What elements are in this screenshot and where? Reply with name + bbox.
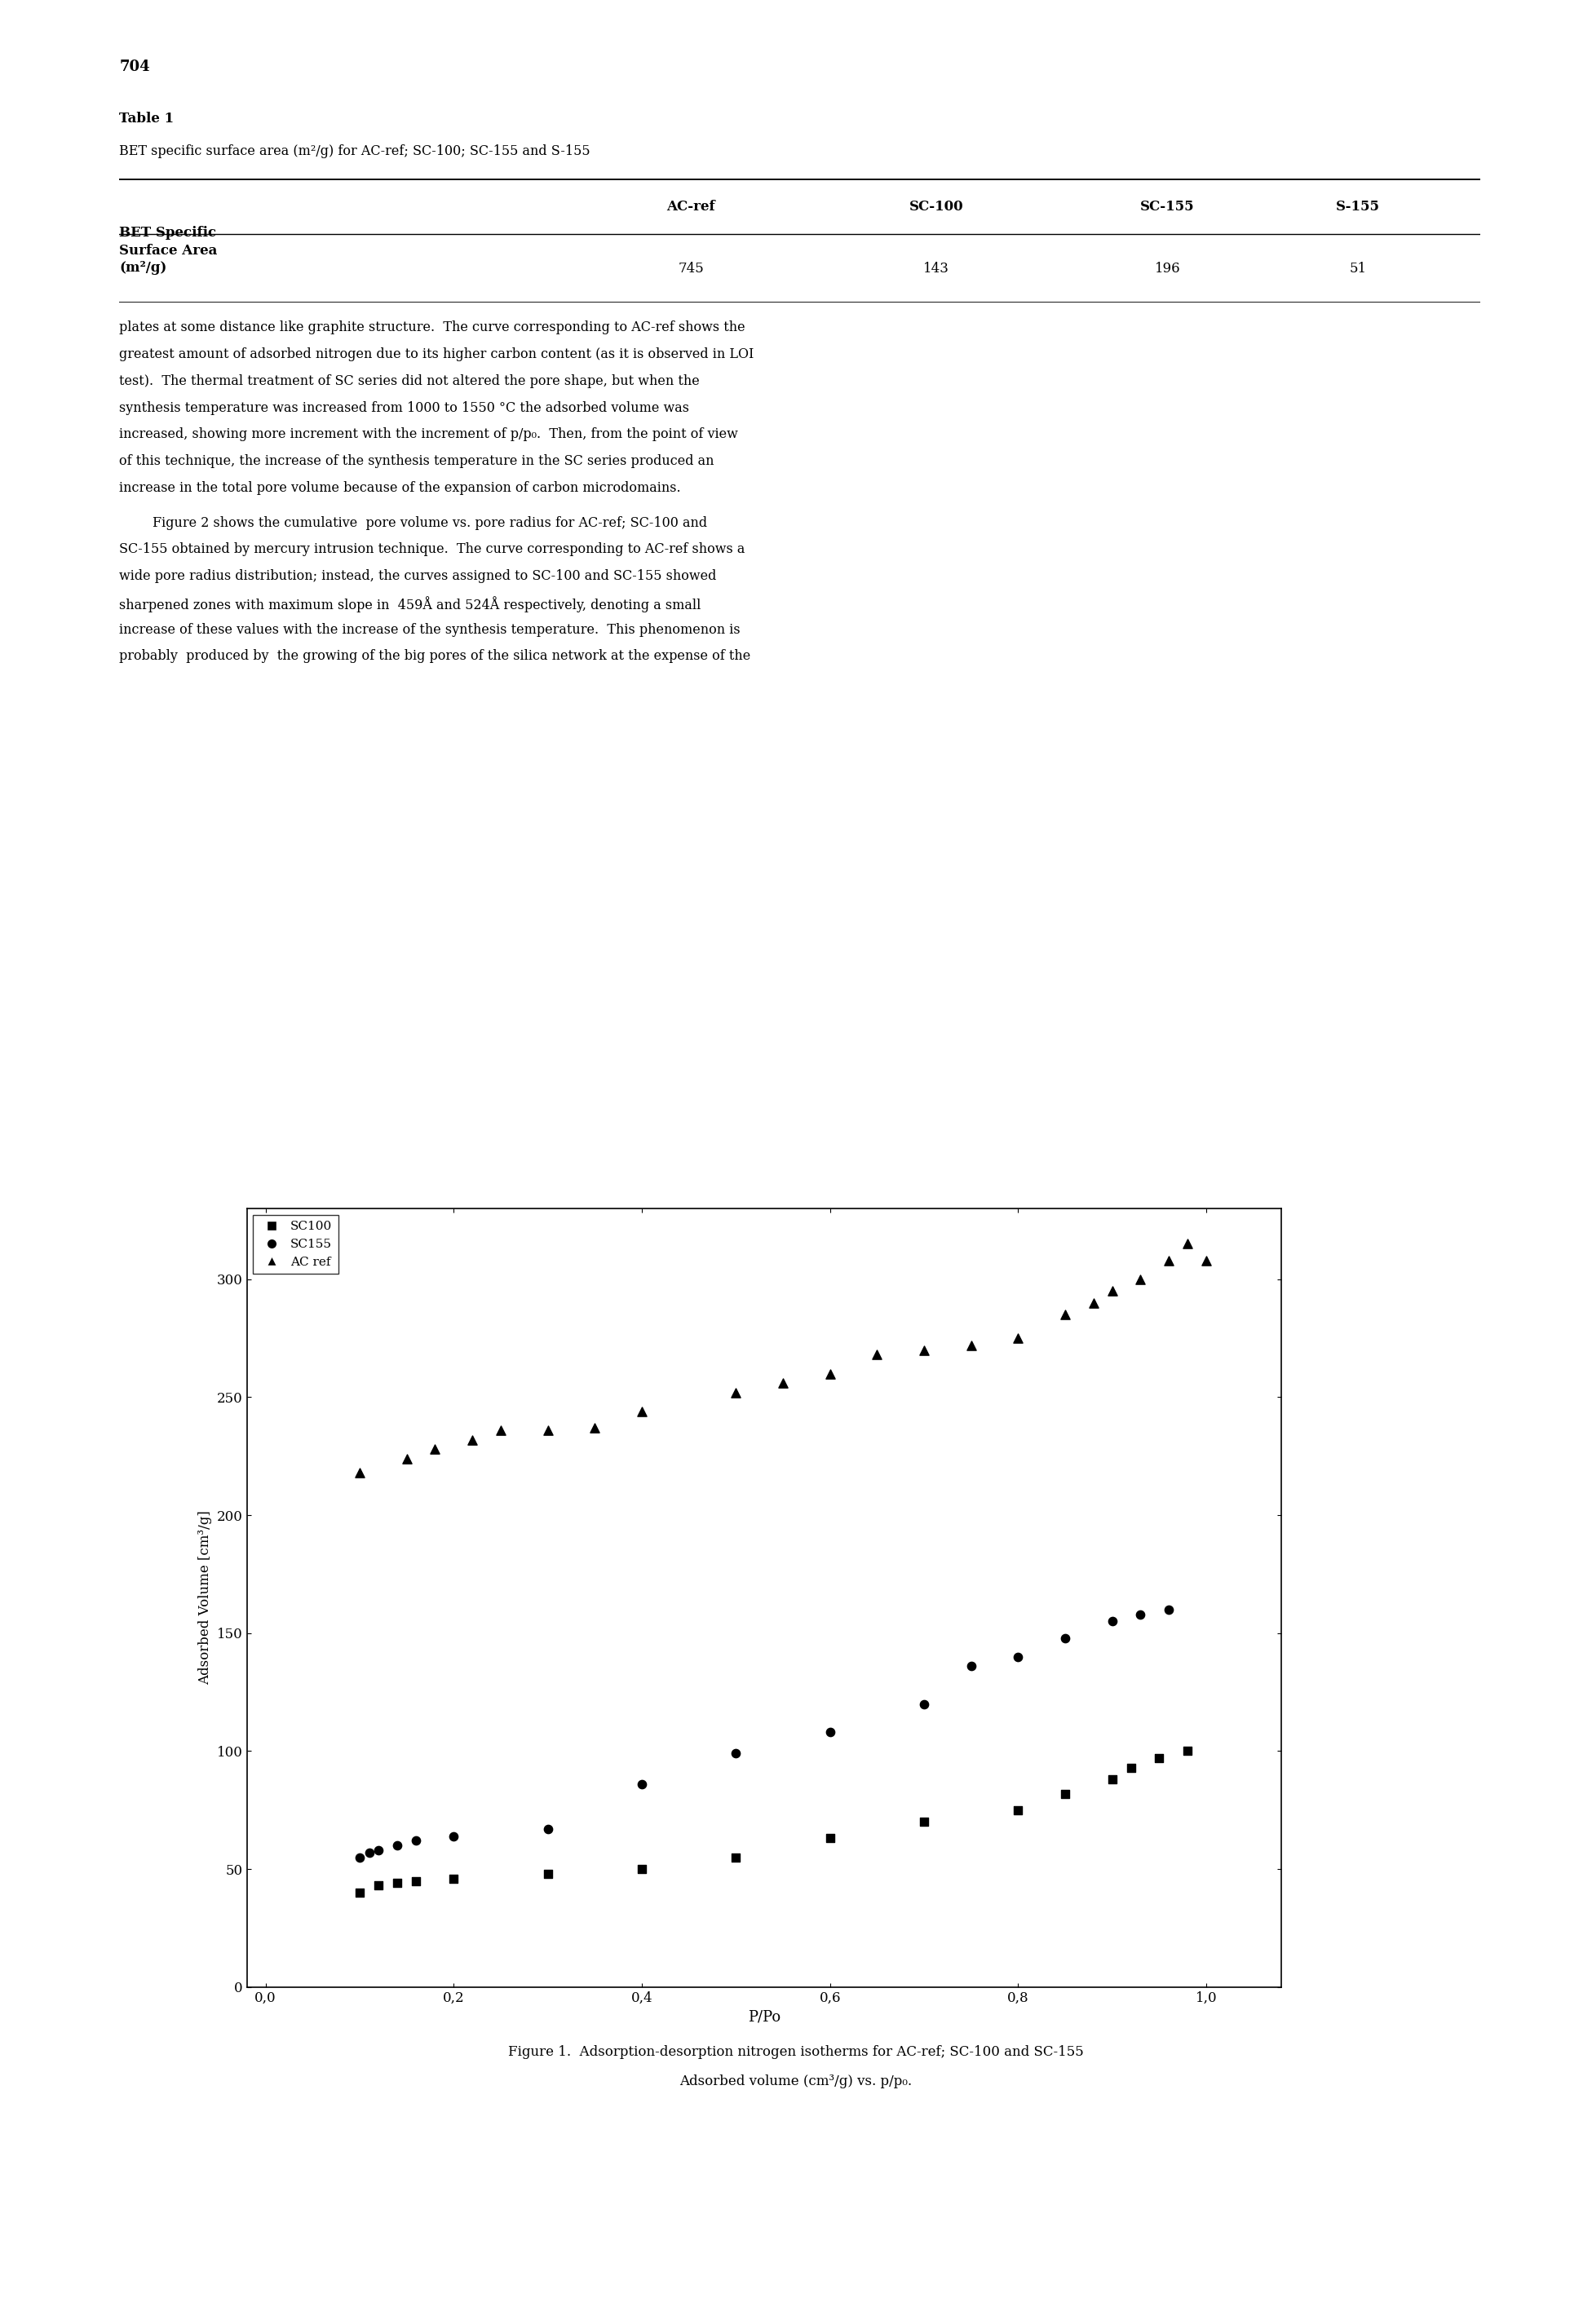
Point (347, 1455, 373, 1492)
Text: Table 1: Table 1 (119, 112, 174, 125)
Text: BET Specific: BET Specific (119, 225, 217, 239)
Point (1081, 1285, 1106, 1322)
Point (1194, 1241, 1219, 1278)
Point (1175, 1225, 1200, 1262)
Point (817, 1355, 842, 1392)
Point (1127, 1597, 1153, 1634)
Point (1100, 1604, 1126, 1641)
Point (347, 1873, 373, 1910)
Point (535, 1411, 560, 1448)
Text: test).  The thermal treatment of SC series did not altered the pore shape, but w: test). The thermal treatment of SC serie… (119, 374, 700, 388)
Text: 51: 51 (1350, 263, 1366, 277)
Point (1100, 1762, 1126, 1799)
Point (441, 1817, 466, 1855)
Point (357, 1834, 382, 1871)
Point (911, 1332, 936, 1369)
Text: (m²/g): (m²/g) (119, 260, 167, 274)
Point (1146, 1741, 1172, 1778)
Point (1052, 1776, 1078, 1813)
Text: increase in the total pore volume because of the expansion of carbon microdomain: increase in the total pore volume becaus… (119, 481, 681, 495)
Point (723, 1838, 748, 1875)
Point (393, 1441, 419, 1478)
Text: of this technique, the increase of the synthesis temperature in the SC series pr: of this technique, the increase of the s… (119, 456, 715, 467)
Point (441, 1859, 466, 1896)
Point (958, 1648, 984, 1685)
Text: S-155: S-155 (1336, 200, 1380, 214)
Point (403, 1862, 428, 1899)
Text: SC-100: SC-100 (909, 200, 963, 214)
Point (1175, 1731, 1200, 1769)
Text: 704: 704 (119, 60, 150, 74)
Text: Figure 2 shows the cumulative  pore volume vs. pore radius for AC-ref; SC-100 an: Figure 2 shows the cumulative pore volum… (119, 516, 707, 530)
Point (1052, 1620, 1078, 1657)
Point (1052, 1297, 1078, 1334)
Point (1006, 1792, 1032, 1829)
Point (958, 1327, 984, 1364)
Point (1127, 1260, 1153, 1297)
Text: 745: 745 (678, 263, 704, 277)
Text: 143: 143 (923, 263, 949, 277)
X-axis label: P/Po: P/Po (748, 2010, 780, 2024)
Text: synthesis temperature was increased from 1000 to 1550 °C the adsorbed volume was: synthesis temperature was increased from… (119, 402, 689, 414)
Point (723, 1734, 748, 1773)
Point (422, 1432, 447, 1469)
Point (535, 1855, 560, 1892)
Point (911, 1685, 936, 1722)
Point (489, 1411, 514, 1448)
Point (535, 1810, 560, 1848)
Point (1156, 1241, 1181, 1278)
Point (366, 1831, 392, 1868)
Point (403, 1822, 428, 1859)
Text: sharpened zones with maximum slope in  459Å and 524Å respectively, denoting a sm: sharpened zones with maximum slope in 45… (119, 595, 700, 611)
Point (366, 1866, 392, 1903)
Y-axis label: Adsorbed Volume [cm³/g]: Adsorbed Volume [cm³/g] (199, 1511, 212, 1685)
Text: Adsorbed volume (cm³/g) vs. p/p₀.: Adsorbed volume (cm³/g) vs. p/p₀. (680, 2075, 912, 2089)
Text: increased, showing more increment with the increment of p/p₀.  Then, from the po: increased, showing more increment with t… (119, 428, 739, 442)
Text: greatest amount of adsorbed nitrogen due to its higher carbon content (as it is : greatest amount of adsorbed nitrogen due… (119, 346, 755, 360)
Point (385, 1827, 411, 1864)
Point (629, 1392, 654, 1429)
Text: BET specific surface area (m²/g) for AC-ref; SC-100; SC-155 and S-155: BET specific surface area (m²/g) for AC-… (119, 144, 591, 158)
Text: plates at some distance like graphite structure.  The curve corresponding to AC-: plates at some distance like graphite st… (119, 321, 745, 335)
Point (817, 1713, 842, 1750)
Text: 196: 196 (1154, 263, 1180, 277)
Point (583, 1408, 608, 1446)
Point (1006, 1638, 1032, 1676)
Point (1156, 1592, 1181, 1629)
Point (1006, 1320, 1032, 1357)
Text: Figure 1.  Adsorption-desorption nitrogen isotherms for AC-ref; SC-100 and SC-15: Figure 1. Adsorption-desorption nitrogen… (508, 2045, 1084, 2059)
Point (771, 1364, 796, 1401)
Point (629, 1766, 654, 1803)
Text: probably  produced by  the growing of the big pores of the silica network at the: probably produced by the growing of the … (119, 648, 751, 662)
Point (817, 1820, 842, 1857)
Text: increase of these values with the increase of the synthesis temperature.  This p: increase of these values with the increa… (119, 623, 740, 637)
Text: AC-ref: AC-ref (667, 200, 715, 214)
Text: SC-155 obtained by mercury intrusion technique.  The curve corresponding to AC-r: SC-155 obtained by mercury intrusion tec… (119, 541, 745, 555)
Point (723, 1373, 748, 1411)
Point (385, 1864, 411, 1901)
Point (911, 1803, 936, 1841)
Point (1118, 1750, 1143, 1787)
Point (347, 1838, 373, 1875)
Text: wide pore radius distribution; instead, the curves assigned to SC-100 and SC-155: wide pore radius distribution; instead, … (119, 569, 716, 583)
Point (1100, 1274, 1126, 1311)
Text: SC-155: SC-155 (1140, 200, 1194, 214)
Point (460, 1420, 486, 1457)
Point (864, 1336, 890, 1373)
Text: Surface Area: Surface Area (119, 244, 218, 258)
Legend: SC100, SC155, AC ref: SC100, SC155, AC ref (253, 1215, 339, 1274)
Point (629, 1850, 654, 1887)
